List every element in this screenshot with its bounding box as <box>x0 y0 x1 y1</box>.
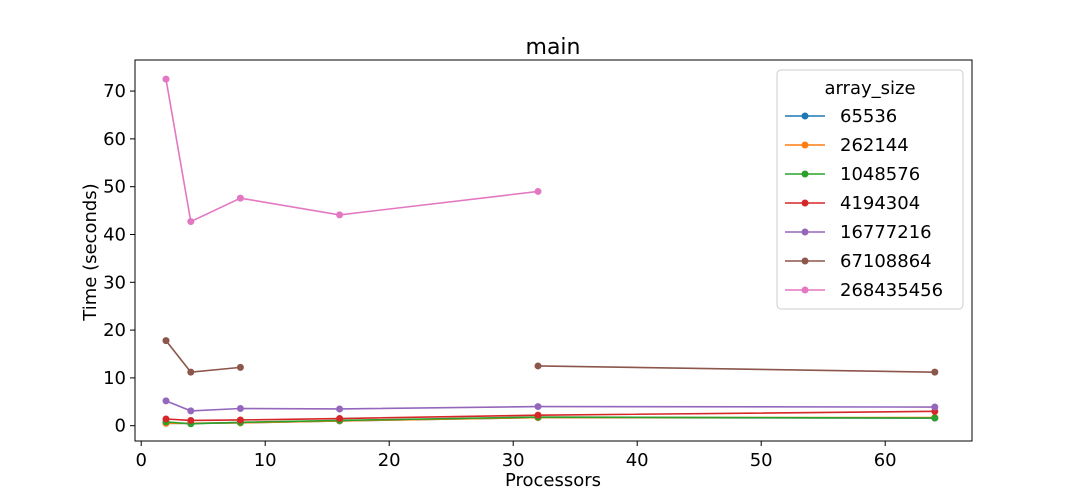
series-268435456 <box>162 75 542 226</box>
data-point <box>187 368 195 376</box>
y-axis-label: Time (seconds) <box>80 183 101 321</box>
legend-item: 67108864 <box>785 251 932 272</box>
y-tick-label: 60 <box>103 129 126 150</box>
legend-item: 4194304 <box>785 193 920 214</box>
legend-box <box>776 69 964 310</box>
series-line <box>537 365 935 373</box>
x-tick-label: 40 <box>626 450 649 471</box>
y-tick-label: 40 <box>103 224 126 245</box>
legend-swatch-marker <box>801 170 809 178</box>
y-tick-label: 10 <box>103 368 126 389</box>
legend-item: 1048576 <box>785 164 920 185</box>
y-tick-label: 70 <box>103 81 126 102</box>
data-point <box>534 411 542 419</box>
data-point <box>931 403 939 411</box>
legend-label: 67108864 <box>840 251 932 272</box>
data-point <box>931 414 939 422</box>
series-16777216 <box>162 397 939 415</box>
data-point <box>534 187 542 195</box>
legend-label: 4194304 <box>840 193 920 214</box>
series-line <box>165 78 539 223</box>
y-axis-ticks: 0 10 20 30 40 50 60 70 <box>103 81 135 437</box>
x-tick-label: 60 <box>874 450 897 471</box>
data-point <box>336 405 344 413</box>
y-tick-label: 20 <box>103 320 126 341</box>
data-point <box>236 416 244 424</box>
legend-swatch-marker <box>801 228 809 236</box>
legend-label: 65536 <box>840 106 897 127</box>
x-axis-ticks: 0 10 20 30 40 50 60 <box>135 441 897 471</box>
legend-title: array_size <box>824 78 915 99</box>
legend-label: 1048576 <box>840 164 920 185</box>
series-line <box>165 416 935 425</box>
x-tick-label: 20 <box>378 450 401 471</box>
legend-swatch-marker <box>801 112 809 120</box>
x-tick-label: 50 <box>750 450 773 471</box>
legend-swatch-marker <box>801 141 809 149</box>
series-line <box>165 410 935 422</box>
y-tick-label: 30 <box>103 272 126 293</box>
chart-title: main <box>526 35 581 60</box>
data-point <box>931 368 939 376</box>
data-point <box>534 403 542 411</box>
data-point <box>187 407 195 415</box>
series-67108864 <box>162 337 939 376</box>
x-tick-label: 30 <box>502 450 525 471</box>
legend-label: 16777216 <box>840 222 932 243</box>
data-point <box>162 75 170 83</box>
data-point <box>236 404 244 412</box>
legend-item: 65536 <box>785 106 897 127</box>
series-4194304 <box>162 407 939 424</box>
series-65536 <box>162 414 939 427</box>
data-point <box>236 363 244 371</box>
legend-swatch-marker <box>801 199 809 207</box>
data-point <box>336 415 344 423</box>
x-tick-label: 10 <box>254 450 277 471</box>
data-point <box>162 415 170 423</box>
legend: array_size 65536 262144 1048576 4194304 1677… <box>776 69 964 310</box>
data-point <box>187 218 195 226</box>
legend-swatch-marker <box>801 257 809 265</box>
data-point <box>187 416 195 424</box>
legend-swatch-marker <box>801 286 809 294</box>
x-axis-label: Processors <box>505 470 601 491</box>
x-tick-label: 0 <box>135 450 146 471</box>
legend-item: 268435456 <box>785 280 943 301</box>
legend-items: 65536 262144 1048576 4194304 16777216 6710886… <box>785 106 943 301</box>
legend-label: 262144 <box>840 135 909 156</box>
data-point <box>162 397 170 405</box>
legend-label: 268435456 <box>840 280 943 301</box>
plot-marks <box>162 75 939 428</box>
series-262144 <box>162 414 939 427</box>
plot-area-frame <box>134 59 973 442</box>
data-point <box>162 337 170 345</box>
y-tick-label: 0 <box>115 416 126 437</box>
legend-item: 16777216 <box>785 222 932 243</box>
data-point <box>236 194 244 202</box>
y-tick-label: 50 <box>103 177 126 198</box>
legend-item: 262144 <box>785 135 909 156</box>
series-line <box>165 400 935 412</box>
data-point <box>534 362 542 370</box>
data-point <box>336 211 344 219</box>
series-line <box>165 340 241 374</box>
